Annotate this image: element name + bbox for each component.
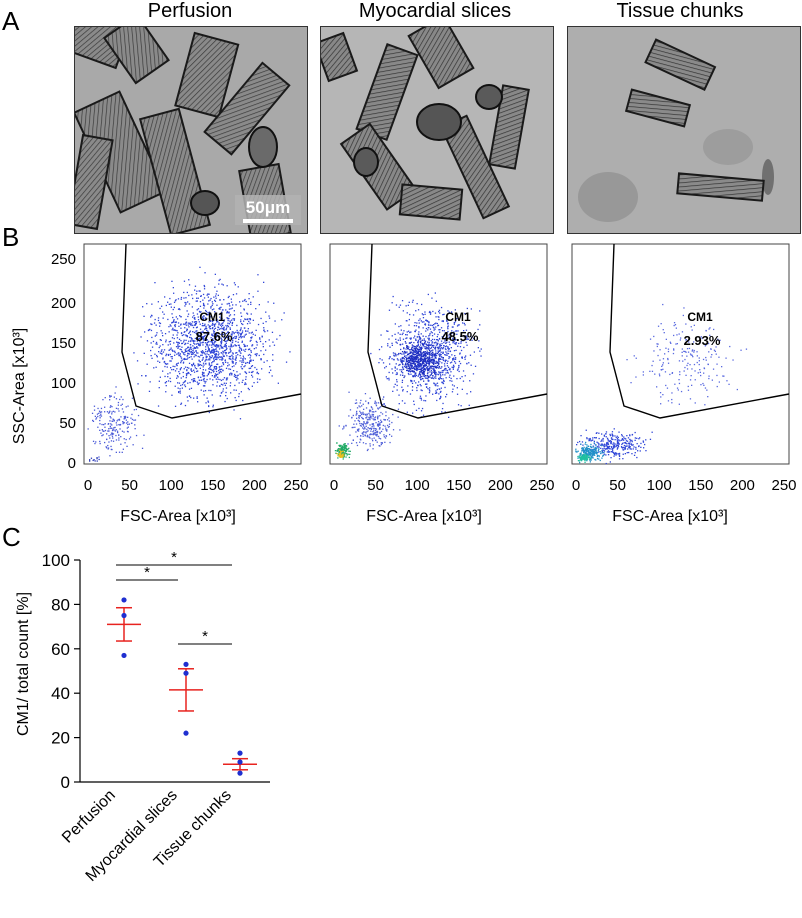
scale-bar-label: 50μm [246, 198, 290, 217]
flow-x-tick: 150 [446, 477, 471, 494]
significance-label: * [202, 628, 208, 645]
flow-x-tick: 150 [688, 477, 713, 494]
flow-x-axis-label: FSC-Area [x10³] [366, 508, 482, 525]
flow-x-tick: 250 [283, 477, 308, 494]
gate-label: CM1 [199, 310, 225, 324]
data-point [121, 597, 127, 603]
data-point [183, 730, 189, 736]
flow-y-tick: 250 [51, 251, 76, 268]
significance-label: * [171, 549, 177, 566]
data-point [183, 670, 189, 676]
data-point [121, 612, 127, 619]
flow-plot-perfusion: CM1 87.6% [83, 243, 302, 465]
gate-percentage: 87.6% [196, 329, 233, 344]
gate-label: CM1 [687, 310, 713, 324]
column-title-myocardial-slices: Myocardial slices [358, 0, 512, 22]
chart-y-axis-label: CM1/ total count [%] [15, 592, 32, 736]
y-tick-label: 20 [51, 729, 70, 748]
y-tick-label: 0 [61, 773, 70, 792]
data-point [237, 770, 243, 776]
panel-label-a: A [2, 6, 20, 36]
flow-plot-myocardial-slices: CM1 48.5% [329, 243, 548, 465]
data-point [121, 652, 127, 659]
micrograph-myocardial-slices [320, 26, 554, 234]
gate-percentage: 48.5% [442, 329, 479, 344]
flow-x-tick: 200 [730, 477, 755, 494]
cm1-count-chart: CM1/ total count [%] 0 20 40 60 80 100 * * * Pe… [15, 549, 270, 885]
data-point [237, 750, 243, 756]
flow-x-axis-label: FSC-Area [x10³] [120, 508, 236, 525]
flow-x-tick: 250 [771, 477, 796, 494]
flow-x-tick: 100 [405, 477, 430, 494]
flow-x-tick: 0 [572, 477, 580, 494]
flow-x-tick: 100 [647, 477, 672, 494]
flow-x-tick: 50 [121, 477, 138, 494]
significance-label: * [144, 564, 150, 581]
panel-label-c: C [2, 522, 21, 552]
flow-cytometry-plots: SSC-Area [x10³] 0 50 100 150 200 250 CM1… [11, 243, 797, 525]
flow-x-tick: 0 [84, 477, 92, 494]
data-point [237, 759, 243, 765]
y-tick-label: 100 [42, 551, 70, 570]
gate-label: CM1 [445, 310, 471, 324]
gate-percentage: 2.93% [684, 333, 721, 348]
data-point [183, 661, 189, 667]
flow-x-tick: 150 [200, 477, 225, 494]
flow-y-tick: 100 [51, 375, 76, 392]
flow-x-tick: 50 [367, 477, 384, 494]
y-tick-label: 80 [51, 595, 70, 614]
y-tick-label: 40 [51, 684, 70, 703]
flow-x-axis-label: FSC-Area [x10³] [612, 508, 728, 525]
y-tick-label: 60 [51, 640, 70, 659]
flow-y-tick: 200 [51, 295, 76, 312]
flow-x-tick: 250 [529, 477, 554, 494]
flow-y-axis-label: SSC-Area [x10³] [11, 328, 28, 444]
flow-x-tick: 0 [330, 477, 338, 494]
flow-x-tick: 50 [609, 477, 626, 494]
flow-y-tick: 150 [51, 335, 76, 352]
flow-y-tick: 0 [68, 455, 76, 472]
column-title-tissue-chunks: Tissue chunks [616, 0, 744, 22]
flow-plot-tissue-chunks: CM1 2.93% [571, 243, 790, 465]
micrograph-tissue-chunks [567, 26, 801, 234]
flow-y-tick: 50 [59, 415, 76, 432]
micrograph-perfusion: 50μm [74, 26, 308, 234]
flow-x-tick: 100 [159, 477, 184, 494]
panel-label-b: B [2, 222, 20, 252]
flow-x-tick: 200 [488, 477, 513, 494]
flow-x-tick: 200 [242, 477, 267, 494]
column-title-perfusion: Perfusion [147, 0, 233, 22]
category-label: Perfusion [59, 787, 119, 847]
